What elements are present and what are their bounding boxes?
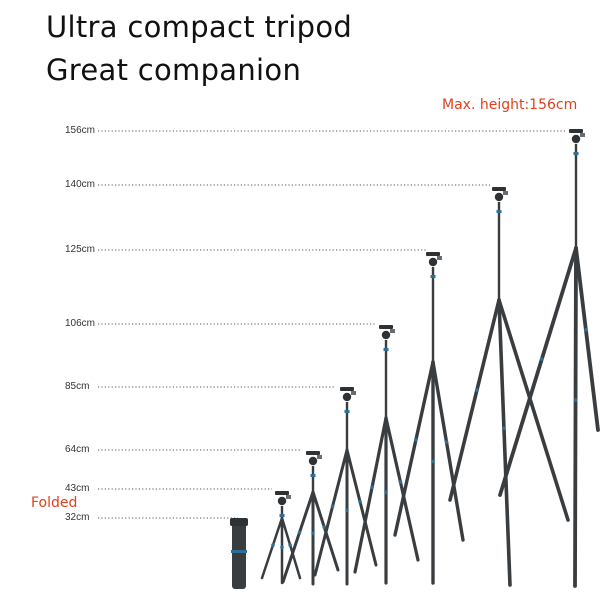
tripod-leg	[448, 298, 501, 502]
height-label-125: 125cm	[65, 244, 96, 255]
folded-head	[230, 518, 248, 526]
tripod-leg	[384, 416, 420, 562]
tripod-leg	[431, 360, 465, 542]
height-label-140: 140cm	[65, 179, 96, 190]
quick-release-plate	[569, 129, 583, 133]
leg-lock	[330, 504, 335, 509]
tripod-leg	[280, 516, 302, 580]
column-clamp	[573, 152, 579, 155]
tripod-leg	[353, 416, 388, 574]
tripod-leg	[498, 246, 578, 497]
head-knob	[503, 191, 508, 195]
tripod	[393, 252, 465, 585]
height-guides	[98, 130, 566, 519]
quick-release-plate	[306, 451, 320, 455]
leg-lock	[431, 459, 435, 464]
tripod	[498, 129, 600, 588]
height-label-156: 156cm	[65, 125, 96, 136]
leg-lock	[502, 426, 506, 431]
leg-lock	[384, 490, 388, 495]
head-knob	[437, 256, 442, 260]
ball-head	[571, 134, 581, 144]
folded-label: Folded	[31, 495, 78, 511]
column-clamp	[383, 348, 389, 351]
head-knob	[286, 495, 291, 499]
leg-lock	[540, 357, 544, 361]
tripod	[260, 491, 302, 585]
tripod-leg	[574, 246, 600, 432]
tripod-leg	[497, 298, 512, 587]
tripod-leg	[573, 246, 578, 588]
ball-head	[381, 330, 391, 340]
tripod-leg	[260, 516, 284, 580]
leg-lock	[444, 440, 449, 444]
max-height-label: Max. height:156cm	[442, 97, 578, 113]
tripod	[448, 187, 570, 587]
height-label-32: 32cm	[65, 512, 90, 523]
leg-lock	[311, 531, 315, 536]
quick-release-plate	[492, 187, 506, 191]
tripod-leg	[313, 448, 349, 577]
leg-lock	[475, 388, 479, 392]
leg-lock	[370, 485, 374, 490]
height-label-43: 43cm	[65, 483, 90, 494]
head-knob	[317, 455, 322, 459]
headline-line-1: Ultra compact tripod	[46, 10, 353, 44]
quick-release-plate	[379, 325, 393, 329]
folded-body	[232, 521, 246, 589]
column-clamp	[496, 210, 502, 213]
quick-release-plate	[275, 491, 289, 495]
column-clamp	[344, 410, 350, 413]
column-clamp	[279, 514, 285, 517]
height-label-106: 106cm	[65, 318, 96, 329]
tripod-leg	[281, 490, 315, 584]
leg-lock	[398, 480, 403, 484]
quick-release-plate	[426, 252, 440, 256]
leg-lock	[271, 543, 275, 547]
ball-head	[494, 192, 504, 202]
folded-tripod	[230, 518, 248, 589]
tripod-leg	[345, 448, 378, 567]
tripod	[353, 325, 420, 585]
headline-line-2: Great companion	[46, 53, 302, 87]
leg-lock	[280, 545, 284, 550]
leg-lock	[584, 328, 588, 332]
tripod-leg	[497, 298, 570, 522]
leg-lock	[414, 438, 418, 442]
leg-lock	[322, 525, 327, 529]
ball-head	[342, 392, 352, 402]
tripod-lineup	[230, 129, 600, 589]
leg-lock	[297, 530, 302, 535]
tripod-leg	[393, 360, 435, 537]
head-knob	[351, 391, 356, 395]
leg-lock	[288, 543, 292, 547]
ball-head	[308, 456, 318, 466]
leg-lock	[358, 499, 362, 504]
column-clamp	[310, 474, 316, 477]
folded-clamp	[231, 550, 247, 553]
leg-lock	[573, 398, 578, 402]
height-label-85: 85cm	[65, 381, 90, 392]
ball-head	[428, 257, 438, 267]
tripod	[313, 387, 378, 586]
leg-lock	[345, 508, 349, 513]
quick-release-plate	[340, 387, 354, 391]
column-clamp	[430, 275, 436, 278]
ball-head	[277, 496, 287, 506]
height-label-64: 64cm	[65, 444, 90, 455]
head-knob	[390, 329, 395, 333]
head-knob	[580, 133, 585, 137]
